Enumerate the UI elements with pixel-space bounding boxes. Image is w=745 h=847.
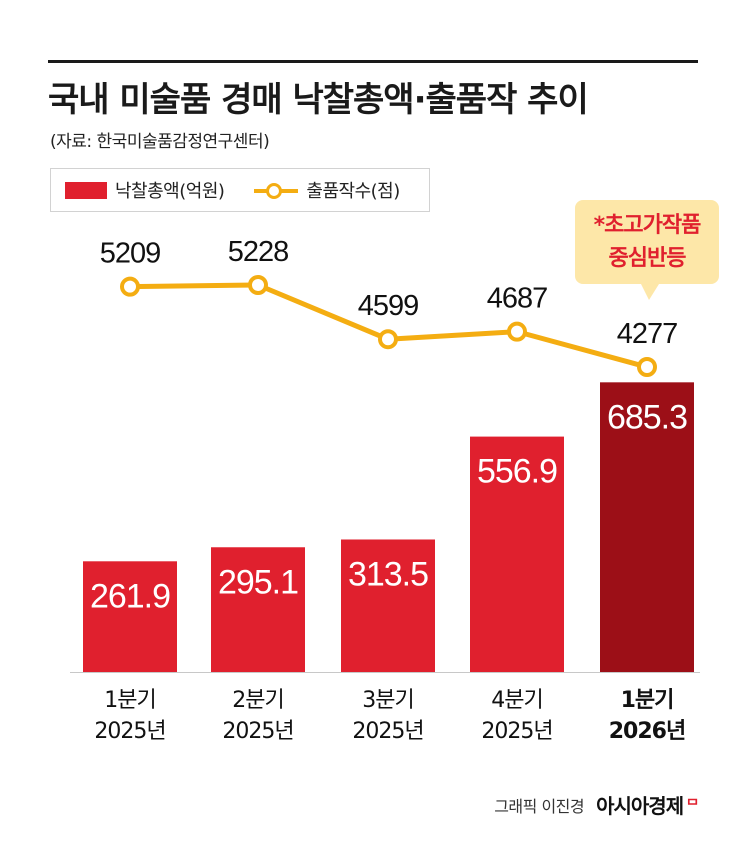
bar-value-label: 685.3 xyxy=(607,398,687,436)
legend-line-label: 출품작수(점) xyxy=(306,181,400,202)
bar xyxy=(211,547,305,672)
legend-bar-swatch xyxy=(65,181,107,199)
x-tick-label-quarter: 1분기 xyxy=(621,688,674,713)
line-point xyxy=(120,276,140,297)
bar-value-label: 556.9 xyxy=(477,453,557,491)
x-tick-label-year: 2025년 xyxy=(352,719,423,744)
callout-text-line1: *초고가작품 xyxy=(594,213,701,238)
line-point xyxy=(507,321,527,342)
line-point xyxy=(378,329,398,350)
line-value-label: 4687 xyxy=(487,283,548,315)
line-value-label: 5209 xyxy=(100,238,161,270)
x-tick-label-year: 2025년 xyxy=(94,719,165,744)
x-tick-label-quarter: 3분기 xyxy=(362,688,413,713)
bar xyxy=(83,561,177,672)
credit-brand: 아시아경제 xyxy=(596,794,684,818)
callout-box xyxy=(575,200,719,300)
bar-value-label: 295.1 xyxy=(218,563,298,601)
line-point xyxy=(637,357,657,377)
x-tick-label-quarter: 4분기 xyxy=(491,688,542,713)
x-tick-label-year: 2025년 xyxy=(481,719,552,744)
credit-text: 그래픽 이진경 xyxy=(494,796,585,816)
legend-bar-label: 낙찰총액(억원) xyxy=(115,181,225,202)
legend-item-bar: 낙찰총액(억원) xyxy=(65,177,225,203)
bar xyxy=(470,436,564,672)
line-point xyxy=(248,275,268,295)
x-tick-label-quarter: 2분기 xyxy=(232,688,283,713)
bar-value-label: 313.5 xyxy=(348,555,428,593)
legend-line-swatch xyxy=(254,182,299,199)
x-tick-label-year: 2026년 xyxy=(609,719,685,744)
bar-value-label: 261.9 xyxy=(90,577,170,615)
callout-text-line2: 중심반등 xyxy=(609,246,687,271)
line-value-label: 4599 xyxy=(358,290,419,322)
x-tick-label-quarter: 1분기 xyxy=(104,688,155,713)
top-rule xyxy=(48,60,698,63)
bar xyxy=(600,382,694,672)
chart-title: 국내 미술품 경매 낙찰총액·출품작 추이 xyxy=(48,80,589,120)
line-value-label: 4277 xyxy=(617,318,678,350)
line-value-label: 5228 xyxy=(228,236,289,268)
legend-item-line: 출품작수(점) xyxy=(254,177,400,203)
x-tick-label-year: 2025년 xyxy=(222,719,293,744)
bar xyxy=(341,539,435,672)
legend: 낙찰총액(억원) 출품작수(점) xyxy=(50,168,430,212)
chart-plot: 261.9 295.1 313.5 556.9 685.3 1분기 2025년 2분기 2025… xyxy=(70,200,719,744)
credit: 그래픽 이진경 아시아경제 ᄆ xyxy=(494,790,699,819)
chart-source: (자료: 한국미술품감정연구센터) xyxy=(50,132,270,152)
credit-mark: ᄆ xyxy=(686,797,699,814)
